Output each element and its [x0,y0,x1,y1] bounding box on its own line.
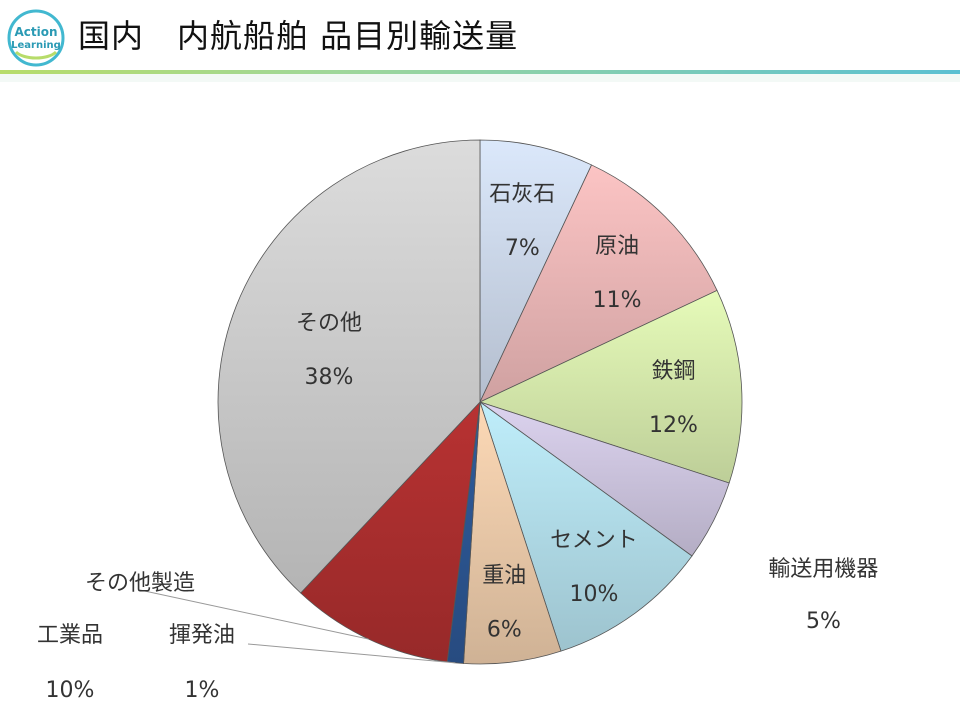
slice-8-leader [139,589,369,640]
slice-9 [217,139,481,594]
slice-2 [479,164,718,403]
slice-3-label: 鉄鋼 [651,359,695,384]
slice-3 [478,289,743,484]
slide-header: Action Learning 国内 内航船舶 品目別輸送量 [0,0,960,86]
pie-slices [217,139,743,665]
slice-2-label: 原油 [595,234,639,259]
slice-1-label: 石灰石 [489,182,555,207]
slice-7-value: 1% [185,678,220,703]
action-learning-logo: Action Learning [7,9,65,67]
slice-6-label: 重油 [482,563,526,588]
slice-6-value: 6% [487,617,522,642]
pie-labels: 石灰石 7% 原油 11% 鉄鋼 12% 輸送用機器 5% セメント 10% 重油 6% 揮発油 1% その… [37,182,878,703]
slice-5-value: 10% [570,582,619,607]
slice-9-label: その他 [296,311,362,336]
slice-1 [479,139,593,403]
slice-7-label: 揮発油 [169,623,235,648]
slice-5 [479,400,693,652]
slice-3-value: 12% [649,413,698,438]
slice-4-value: 5% [806,609,841,634]
slice-4-label: 輸送用機器 [768,557,878,582]
slice-8-label-line2: 工業品 [37,623,103,648]
slice-8 [300,400,481,663]
slice-8-value: 10% [46,678,95,703]
slice-1-value: 7% [505,236,540,261]
page-title: 国内 内航船舶 品目別輸送量 [78,17,519,55]
leader-lines [139,589,456,664]
logo-text-bottom: Learning [11,40,61,51]
slice-9-value: 38% [305,365,354,390]
slice-8-label-line1: その他製造 [85,571,195,596]
logo-text-top: Action [14,25,57,39]
header-divider [0,70,960,82]
slice-2-value: 11% [593,288,642,313]
slice-5-label: セメント [550,528,638,553]
slice-7-leader [247,643,456,664]
